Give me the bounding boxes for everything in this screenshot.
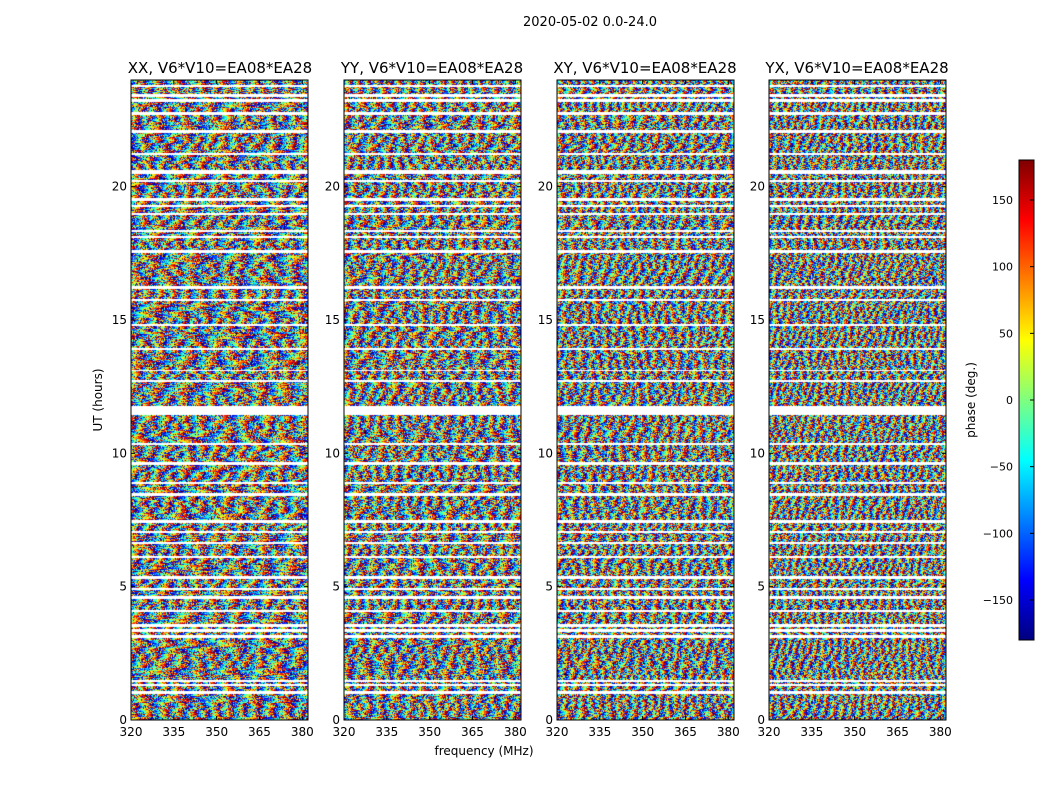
x-tick-label: 320 — [546, 725, 569, 739]
y-tick-label: 0 — [119, 713, 127, 727]
axis-ticks: 320 335 350 365 380 0 5 10 15 20 — [750, 80, 952, 739]
y-tick-label: 20 — [325, 180, 340, 194]
axes-frame — [768, 79, 947, 721]
x-tick-label: 365 — [248, 725, 271, 739]
y-tick-label: 5 — [545, 580, 553, 594]
heatmap-plot — [768, 79, 947, 721]
x-tick-label: 365 — [461, 725, 484, 739]
y-tick-label: 10 — [538, 446, 553, 460]
axes-frame — [130, 79, 309, 721]
panel-yx: YX, V6*V10=EA08*EA28 320 335 350 365 380 0 5 10… — [750, 59, 952, 739]
axis-ticks: 320 335 350 365 380 0 5 10 15 20 — [538, 80, 740, 739]
y-axis-label: UT (hours) — [91, 368, 105, 431]
y-tick-label: 15 — [112, 313, 127, 327]
panel-xx: XX, V6*V10=EA08*EA28 UT (hours) 320 335 35… — [91, 59, 314, 739]
heatmap-plot — [343, 79, 522, 721]
colorbar-tick-label: −100 — [983, 527, 1013, 540]
y-tick-label: 10 — [112, 446, 127, 460]
x-tick-label: 350 — [418, 725, 441, 739]
axes-frame — [343, 79, 522, 721]
x-tick-label: 380 — [504, 725, 527, 739]
x-tick-label: 335 — [800, 725, 823, 739]
x-tick-label: 335 — [588, 725, 611, 739]
y-tick-label: 15 — [538, 313, 553, 327]
y-tick-label: 20 — [750, 180, 765, 194]
x-tick-label: 320 — [758, 725, 781, 739]
phase-heatmap-image — [557, 80, 734, 720]
y-tick-label: 5 — [757, 580, 765, 594]
x-tick-label: 320 — [333, 725, 356, 739]
x-tick-label: 365 — [674, 725, 697, 739]
axes-frame — [556, 79, 735, 721]
y-tick-label: 0 — [757, 713, 765, 727]
y-tick-label: 0 — [332, 713, 340, 727]
colorbar-tick-label: −50 — [990, 461, 1013, 474]
y-tick-label: 20 — [538, 180, 553, 194]
panel-title: XY, V6*V10=EA08*EA28 — [553, 59, 736, 77]
colorbar: 150 100 50 0 −50 −100 −150 phase (deg.) — [964, 159, 1035, 641]
phase-heatmap-image — [769, 80, 946, 720]
heatmap-plot — [556, 79, 735, 721]
axis-ticks: 320 335 350 365 380 0 5 10 15 20 — [112, 80, 314, 739]
colorbar-tick-label: 0 — [1006, 394, 1013, 407]
y-tick-label: 5 — [332, 580, 340, 594]
x-tick-label: 380 — [717, 725, 740, 739]
x-tick-label: 335 — [375, 725, 398, 739]
panel-yy: YY, V6*V10=EA08*EA28 frequency (MHz) 320… — [325, 59, 534, 758]
colorbar-tick-label: 100 — [992, 261, 1013, 274]
y-tick-label: 10 — [750, 446, 765, 460]
figure-suptitle: 2020-05-02 0.0-24.0 — [523, 15, 657, 30]
panel-xy: XY, V6*V10=EA08*EA28 320 335 350 365 380 0 5 10… — [538, 59, 740, 739]
phase-heatmap-image — [131, 80, 308, 720]
x-tick-label: 380 — [929, 725, 952, 739]
x-tick-label: 350 — [205, 725, 228, 739]
x-tick-label: 335 — [162, 725, 185, 739]
x-tick-label: 320 — [120, 725, 143, 739]
panel-title: YX, V6*V10=EA08*EA28 — [764, 59, 948, 77]
panel-title: XX, V6*V10=EA08*EA28 — [128, 59, 312, 77]
y-tick-label: 15 — [750, 313, 765, 327]
heatmap-plot — [130, 79, 309, 721]
colorbar-tick-label: 50 — [999, 327, 1013, 340]
axis-ticks: 320 335 350 365 380 0 5 10 15 20 — [325, 80, 527, 739]
x-axis-label: frequency (MHz) — [434, 744, 533, 758]
colorbar-tick-label: 150 — [992, 194, 1013, 207]
phase-heatmap-image — [344, 80, 521, 720]
y-tick-label: 15 — [325, 313, 340, 327]
x-tick-label: 350 — [631, 725, 654, 739]
colorbar-tick-label: −150 — [983, 594, 1013, 607]
colorbar-ticks: 150 100 50 0 −50 −100 −150 — [983, 194, 1034, 607]
x-tick-label: 365 — [886, 725, 909, 739]
y-tick-label: 5 — [119, 580, 127, 594]
x-tick-label: 380 — [291, 725, 314, 739]
colorbar-label: phase (deg.) — [964, 362, 978, 438]
x-tick-label: 350 — [843, 725, 866, 739]
y-tick-label: 0 — [545, 713, 553, 727]
y-tick-label: 10 — [325, 446, 340, 460]
panel-title: YY, V6*V10=EA08*EA28 — [340, 59, 523, 77]
y-tick-label: 20 — [112, 180, 127, 194]
